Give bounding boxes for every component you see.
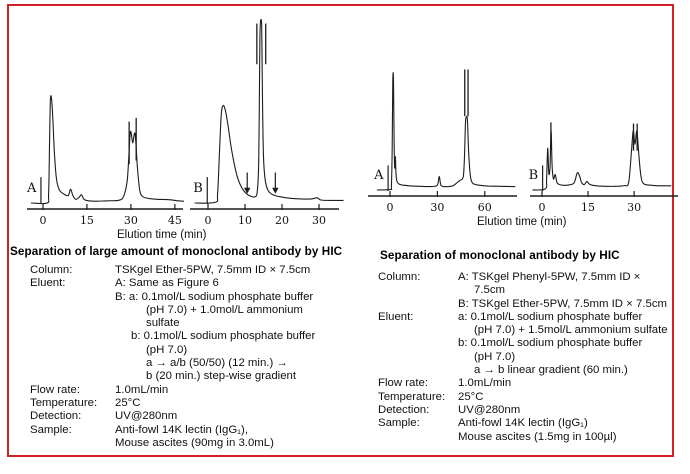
spec-row: Column: A: TSKgel Phenyl-5PW, 7.5mm ID × 7… — [378, 271, 680, 311]
spec-value-line: 7.5cm — [474, 284, 506, 297]
chromatogram-trace — [30, 95, 185, 205]
spec-value-line: a → b linear gradient (60 min.) — [474, 364, 628, 377]
method-details-left: Column: TSKgel Ether-5PW, 7.5mm ID × 7.5c… — [30, 264, 346, 450]
spec-values: A: Same as Figure 6 B: a: 0.1mol/L sodium… — [115, 277, 315, 383]
spec-value-line: Mouse ascites (90mg in 3.0mL) — [115, 436, 274, 449]
x-tick-label: 30 — [627, 201, 641, 214]
spec-value-line: UV@280nm — [115, 410, 178, 423]
spec-row: Detection: UV@280nm — [378, 404, 680, 417]
spec-values: Anti-fowl 14K lectin (IgG₁) Mouse ascites… — [458, 417, 617, 444]
spec-value-line: 1.0mL/min — [115, 383, 169, 396]
x-tick-label: 0 — [387, 201, 394, 214]
x-axis-title-left: Elution time (min) — [117, 229, 207, 241]
spec-label: Temperature: — [378, 390, 446, 403]
spec-row: Detection: UV@280nm — [30, 410, 346, 423]
spec-values: 25°C — [458, 391, 483, 404]
spec-value-line: Anti-fowl 14K lectin (IgG₁) — [458, 417, 588, 430]
chromatogram-trace — [376, 72, 516, 191]
spec-label: Detection: — [30, 410, 82, 423]
chromatogram-trace — [194, 18, 344, 204]
spec-value-line: TSKgel Ether-5PW, 7.5mm ID × 7.5cm — [115, 264, 311, 276]
x-tick-label: 0 — [40, 214, 47, 227]
chromatogram-panel-right-a: 0 30 60 A — [368, 69, 517, 214]
spec-value-line: sulfate — [146, 317, 180, 330]
gradient-arrowhead — [244, 187, 251, 194]
spec-value-line: (pH 7.0) + 1.5mol/L ammonium sulfate — [474, 324, 668, 337]
x-tick-label: 30 — [430, 201, 444, 214]
spec-values: Anti-fowl 14K lectin (IgG₁), Mouse ascite… — [115, 424, 274, 451]
x-tick-label: 0 — [205, 214, 212, 227]
spec-row: Column: TSKgel Ether-5PW, 7.5mm ID × 7.5c… — [30, 264, 346, 277]
figure-left-chromatograms: 0 15 30 45 A 0 10 20 30 B Elution time (min) — [25, 12, 344, 244]
chromatogram-panel-left-b: 0 10 20 30 B — [190, 18, 344, 227]
spec-label: Flow rate: — [378, 377, 429, 390]
method-details-right: Column: A: TSKgel Phenyl-5PW, 7.5mm ID × 7… — [378, 271, 680, 444]
spec-row: Temperature: 25°C — [378, 391, 680, 404]
spec-value-line: B: TSKgel Ether-5PW, 7.5mm ID × 7.5cm — [458, 297, 668, 310]
spec-label: Eluent: — [30, 277, 66, 290]
spec-value-line: A: TSKgel Phenyl-5PW, 7.5mm ID × — [458, 271, 641, 283]
spec-value-line: (pH 7.0) + 1.0mol/L ammonium — [146, 303, 303, 316]
spec-value-line: (pH 7.0) — [146, 343, 188, 356]
panel-label: A — [373, 168, 384, 183]
spec-label: Eluent: — [378, 310, 414, 323]
section-title-left: Separation of large amount of monoclonal… — [10, 245, 343, 258]
spec-label: Detection: — [378, 403, 430, 416]
spec-values: UV@280nm — [458, 404, 520, 417]
spec-values: 1.0mL/min — [115, 384, 168, 397]
spec-value-line: B: a: 0.1mol/L sodium phosphate buffer — [115, 290, 314, 303]
spec-value-line: UV@280nm — [458, 403, 521, 416]
spec-label: Sample: — [30, 423, 72, 436]
spec-values: a: 0.1mol/L sodium phosphate buffer (pH 7… — [458, 311, 668, 377]
spec-label: Sample: — [378, 417, 420, 430]
figure-right-chromatograms: 0 30 60 A 0 15 30 B Elution time (min) — [358, 58, 683, 233]
spec-label: Column: — [30, 264, 73, 276]
chromatogram-trace — [532, 130, 672, 191]
spec-value-line: 25°C — [115, 396, 141, 409]
spec-value-line: 25°C — [458, 390, 484, 403]
spec-value-line: Mouse ascites (1.5mg in 100µl) — [458, 430, 617, 443]
spec-value-line: b: 0.1mol/L sodium phosphate buffer — [131, 330, 316, 343]
spec-values: A: TSKgel Phenyl-5PW, 7.5mm ID × 7.5cm B: … — [458, 271, 667, 311]
gradient-arrowhead — [272, 187, 279, 194]
x-tick-label: 30 — [124, 214, 138, 227]
spec-row: Temperature: 25°C — [30, 397, 346, 410]
spec-value-line: 1.0mL/min — [458, 377, 512, 390]
panel-label: B — [193, 181, 203, 196]
x-tick-label: 0 — [539, 201, 546, 214]
panel-label: B — [529, 168, 539, 183]
spec-value-line: Anti-fowl 14K lectin (IgG₁), — [115, 423, 248, 436]
spec-values: UV@280nm — [115, 410, 177, 423]
chromatogram-panel-left-a: 0 15 30 45 A — [26, 95, 185, 227]
x-tick-label: 60 — [478, 201, 492, 214]
spec-row: Flow rate: 1.0mL/min — [378, 377, 680, 390]
spec-value-line: A: Same as Figure 6 — [115, 277, 219, 290]
chromatogram-panel-right-b: 0 15 30 B — [529, 122, 678, 214]
spec-value-line: b (20 min.) step-wise gradient — [146, 370, 297, 383]
x-tick-label: 45 — [168, 214, 182, 227]
spec-values: TSKgel Ether-5PW, 7.5mm ID × 7.5cm — [115, 264, 310, 277]
x-axis-title-right: Elution time (min) — [477, 216, 567, 228]
spec-row: Eluent: A: Same as Figure 6 B: a: 0.1mol/L… — [30, 277, 346, 383]
panel-label: A — [26, 181, 37, 196]
spec-value-line: (pH 7.0) — [474, 350, 516, 363]
spec-values: 1.0mL/min — [458, 377, 511, 390]
spec-value-line: a: 0.1mol/L sodium phosphate buffer — [458, 310, 643, 323]
x-tick-label: 15 — [80, 214, 94, 227]
spec-value-line: b: 0.1mol/L sodium phosphate buffer — [458, 337, 643, 350]
spec-row: Eluent: a: 0.1mol/L sodium phosphate buff… — [378, 311, 680, 377]
spec-row: Sample: Anti-fowl 14K lectin (IgG₁), Mouse… — [30, 424, 346, 451]
x-tick-label: 20 — [275, 214, 289, 227]
spec-row: Flow rate: 1.0mL/min — [30, 384, 346, 397]
section-title-right: Separation of monoclonal antibody by HIC — [380, 249, 620, 262]
spec-label: Column: — [378, 271, 421, 283]
x-tick-label: 15 — [581, 201, 595, 214]
spec-row: Sample: Anti-fowl 14K lectin (IgG₁) Mouse … — [378, 417, 680, 444]
x-tick-label: 30 — [312, 214, 326, 227]
spec-value-line: a → a/b (50/50) (12 min.) → — [146, 357, 288, 370]
spec-label: Temperature: — [30, 396, 98, 409]
spec-label: Flow rate: — [30, 383, 81, 396]
spec-values: 25°C — [115, 397, 140, 410]
x-tick-label: 10 — [238, 214, 252, 227]
